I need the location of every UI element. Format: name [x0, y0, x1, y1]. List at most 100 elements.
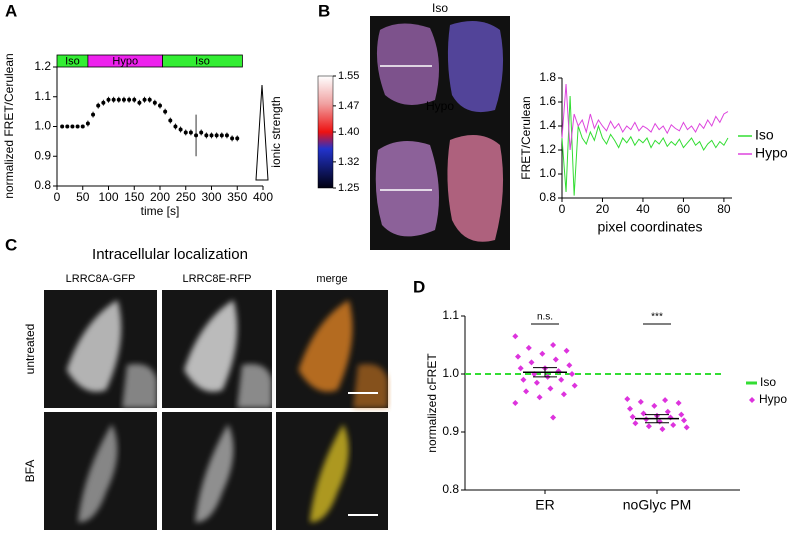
x-tick-label: 60 [677, 202, 691, 216]
cell [375, 141, 439, 237]
cell [447, 21, 504, 113]
legend-label: Hypo [759, 392, 787, 406]
data-point [651, 402, 658, 409]
row-label: BFA [23, 460, 37, 483]
panel-label: A [5, 1, 17, 20]
data-point [624, 395, 631, 402]
y-tick-label: 1.2 [34, 59, 51, 73]
data-point [637, 398, 644, 405]
cell [376, 23, 439, 105]
data-point [91, 112, 96, 117]
image-label: Hypo [426, 99, 454, 113]
data-point [550, 414, 557, 421]
data-point [667, 414, 674, 421]
data-point [127, 97, 132, 102]
x-tick-label: 250 [176, 190, 196, 204]
y-tick-label: 1.6 [539, 94, 556, 108]
legend-swatch [749, 397, 755, 403]
column-label: LRRC8E-RFP [182, 273, 251, 285]
x-tick-label: 50 [76, 190, 90, 204]
data-point [515, 353, 521, 360]
data-point [552, 356, 559, 363]
y-tick-label: 1.1 [442, 308, 459, 322]
data-point [536, 394, 543, 401]
data-point [178, 127, 183, 132]
data-point [60, 124, 65, 129]
colorbar-tick-label: 1.32 [338, 156, 359, 168]
data-point [75, 124, 80, 129]
data-point [512, 333, 519, 340]
x-tick-label: 200 [150, 190, 170, 204]
cell [353, 364, 388, 408]
data-point [101, 100, 106, 105]
data-point [152, 100, 157, 105]
data-point [65, 124, 70, 129]
x-tick-label: 20 [596, 202, 610, 216]
data-point [571, 382, 578, 389]
legend-label: Hypo [755, 145, 788, 161]
data-point [209, 133, 214, 138]
data-point [528, 359, 535, 366]
x-tick-label: 0 [559, 202, 566, 216]
data-point [121, 97, 126, 102]
data-point [163, 109, 168, 114]
data-point [214, 133, 219, 138]
data-point [659, 426, 666, 433]
image-label: Iso [432, 1, 448, 15]
annotation: ionic strength [269, 96, 283, 167]
data-point [569, 371, 575, 377]
row-label: untreated [23, 324, 37, 375]
condition-bar [162, 54, 243, 68]
cell [447, 135, 504, 242]
cell [309, 424, 349, 523]
data-point [142, 97, 147, 102]
y-tick-label: 1.0 [34, 119, 51, 133]
y-axis-label: normalized cFRET [425, 353, 439, 453]
data-point [517, 365, 524, 372]
data-point [168, 118, 173, 123]
data-point [533, 379, 540, 386]
data-point [70, 124, 75, 129]
significance: n.s. [537, 312, 553, 323]
data-point [550, 342, 557, 348]
x-axis-label: time [s] [141, 204, 180, 218]
y-tick-label: 1.2 [539, 142, 556, 156]
data-point [675, 400, 682, 406]
data-point [158, 103, 162, 108]
y-tick-label: 1.0 [539, 166, 556, 180]
data-point [132, 97, 137, 102]
data-point [183, 130, 188, 135]
series-line [561, 95, 729, 196]
cell [184, 300, 238, 392]
data-point [547, 385, 554, 392]
cell [77, 424, 118, 523]
data-point [664, 408, 671, 415]
x-tick-label: 40 [636, 202, 650, 216]
y-tick-label: 0.8 [34, 178, 51, 192]
column-label: LRRC8A-GFP [66, 273, 136, 285]
data-point [80, 124, 85, 129]
data-point [85, 121, 90, 126]
y-axis-label: normalized FRET/Cerulean [2, 53, 16, 198]
data-point [96, 103, 101, 108]
x-tick-label: 400 [253, 190, 273, 204]
y-tick-label: 1.4 [539, 118, 556, 132]
x-tick-label: 350 [227, 190, 247, 204]
x-axis-label: pixel coordinates [597, 219, 702, 235]
colorbar-tick-label: 1.55 [338, 70, 359, 82]
condition-label: Iso [195, 55, 210, 67]
data-point [560, 391, 567, 398]
data-point [230, 136, 235, 141]
data-point [188, 130, 193, 135]
data-point [563, 347, 570, 354]
data-point [116, 97, 121, 102]
data-point [137, 100, 142, 105]
y-tick-label: 0.8 [539, 190, 556, 204]
y-tick-label: 0.9 [34, 148, 51, 162]
data-point [173, 124, 178, 129]
x-tick-label: 300 [201, 190, 221, 204]
data-point [629, 413, 636, 420]
x-tick-label: 100 [98, 190, 118, 204]
data-point [224, 133, 229, 138]
